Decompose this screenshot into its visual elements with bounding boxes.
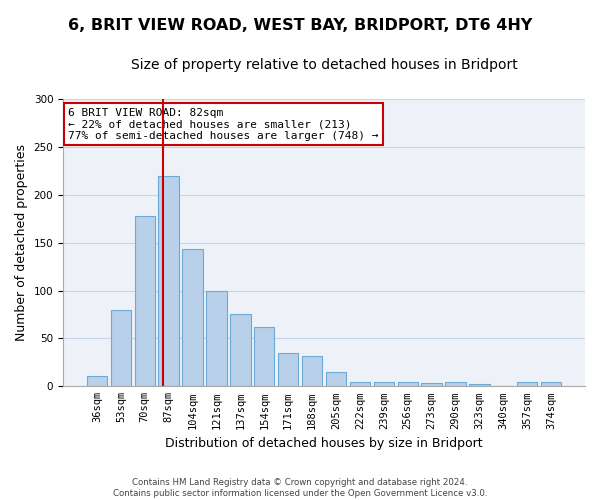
X-axis label: Distribution of detached houses by size in Bridport: Distribution of detached houses by size … (165, 437, 483, 450)
Bar (469, 384, 490, 386)
Bar (134, 216, 155, 386)
Bar (254, 327, 274, 386)
Text: 6, BRIT VIEW ROAD, WEST BAY, BRIDPORT, DT6 4HY: 6, BRIT VIEW ROAD, WEST BAY, BRIDPORT, D… (68, 18, 532, 32)
Bar (87, 376, 107, 386)
Bar (517, 382, 538, 386)
Bar (445, 382, 466, 386)
Bar (541, 382, 561, 386)
Bar (158, 176, 179, 386)
Bar (230, 314, 251, 386)
Y-axis label: Number of detached properties: Number of detached properties (15, 144, 28, 341)
Bar (302, 356, 322, 386)
Title: Size of property relative to detached houses in Bridport: Size of property relative to detached ho… (131, 58, 517, 71)
Bar (326, 372, 346, 386)
Text: Contains HM Land Registry data © Crown copyright and database right 2024.
Contai: Contains HM Land Registry data © Crown c… (113, 478, 487, 498)
Text: 6 BRIT VIEW ROAD: 82sqm
← 22% of detached houses are smaller (213)
77% of semi-d: 6 BRIT VIEW ROAD: 82sqm ← 22% of detache… (68, 108, 379, 141)
Bar (374, 382, 394, 386)
Bar (110, 310, 131, 386)
Bar (182, 250, 203, 386)
Bar (350, 382, 370, 386)
Bar (421, 384, 442, 386)
Bar (278, 353, 298, 386)
Bar (206, 290, 227, 386)
Bar (398, 382, 418, 386)
